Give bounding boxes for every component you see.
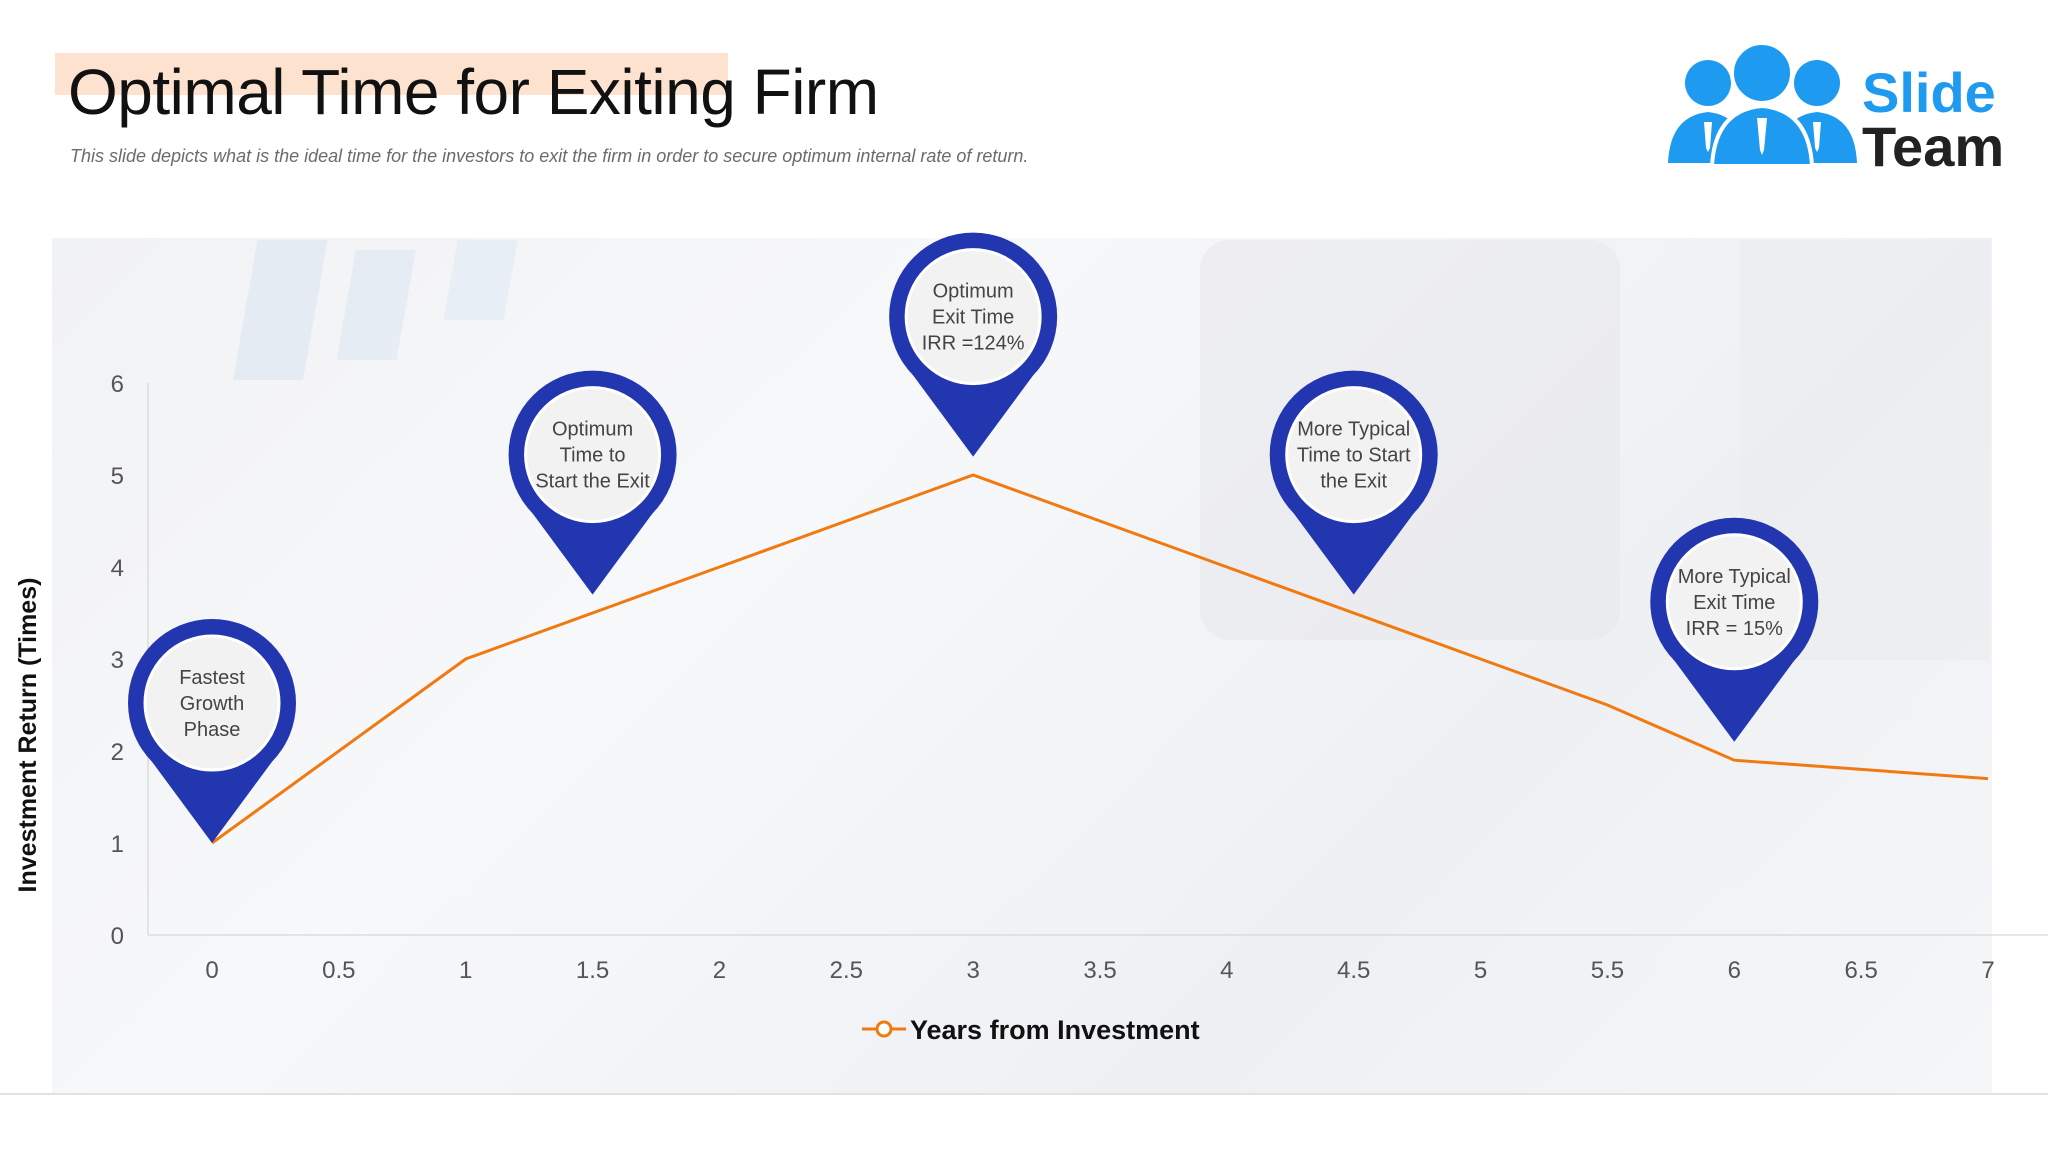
x-tick-label: 4.5 bbox=[1337, 957, 1370, 984]
pin-label: Time to bbox=[560, 445, 626, 467]
pin-label: More Typical bbox=[1678, 566, 1791, 588]
pin-inner-circle bbox=[1285, 386, 1423, 524]
pin-label: Time to Start bbox=[1297, 445, 1411, 467]
x-tick-label: 1 bbox=[459, 957, 472, 984]
x-tick-label: 5.5 bbox=[1591, 957, 1624, 984]
x-tick-labels: 0 0.5 1 1.5 2 2.5 3 3.5 4 4.5 5 5.5 6 6.5 7 bbox=[205, 957, 1994, 984]
pin-inner-circle bbox=[524, 386, 662, 524]
legend-circle-marker bbox=[875, 1020, 893, 1038]
annotation-pins: Fastest Growth Phase Optimum Time to Start th… bbox=[128, 232, 1819, 843]
y-tick-label: 6 bbox=[111, 371, 124, 398]
y-tick-label: 1 bbox=[111, 831, 124, 858]
pin-label: Optimum bbox=[552, 419, 633, 441]
x-tick-label: 6 bbox=[1728, 957, 1741, 984]
annotation-pin: Optimum Time to Start the Exit bbox=[508, 370, 677, 595]
x-tick-label: 4 bbox=[1220, 957, 1233, 984]
y-tick-label: 0 bbox=[111, 923, 124, 950]
page-title: Optimal Time for Exiting Firm bbox=[68, 56, 879, 128]
pin-label: IRR = 15% bbox=[1686, 618, 1783, 640]
annotation-pin: Optimum Exit Time IRR =124% bbox=[889, 232, 1058, 457]
logo-text-slide: Slide bbox=[1862, 61, 1996, 124]
annotation-pin: Fastest Growth Phase bbox=[128, 619, 296, 843]
series-line bbox=[211, 473, 1989, 845]
footer-divider bbox=[0, 1093, 2048, 1095]
x-tick-label: 6.5 bbox=[1844, 957, 1877, 984]
pin-label: Growth bbox=[180, 693, 244, 715]
x-tick-label: 7 bbox=[1981, 957, 1994, 984]
pin-label: Phase bbox=[184, 719, 241, 741]
x-tick-label: 2 bbox=[713, 957, 726, 984]
x-tick-label: 2.5 bbox=[830, 957, 863, 984]
pin-inner-circle bbox=[143, 634, 281, 772]
y-tick-label: 2 bbox=[111, 739, 124, 766]
x-tick-label: 0.5 bbox=[322, 957, 355, 984]
pin-inner-circle bbox=[904, 248, 1042, 386]
pin-label: More Typical bbox=[1297, 419, 1410, 441]
annotation-pin: More Typical Exit Time IRR = 15% bbox=[1650, 517, 1819, 742]
pin-label: Exit Time bbox=[932, 307, 1014, 329]
pin-label: IRR =124% bbox=[922, 333, 1025, 355]
pin-label: Optimum bbox=[933, 281, 1014, 303]
pin-inner-circle bbox=[1665, 533, 1803, 671]
y-axis-label: Investment Return (Times) bbox=[14, 578, 42, 893]
x-tick-label: 3 bbox=[966, 957, 979, 984]
annotation-pin: More Typical Time to Start the Exit bbox=[1269, 370, 1438, 595]
x-tick-label: 1.5 bbox=[576, 957, 609, 984]
title-highlight bbox=[55, 53, 728, 95]
pin-label: Exit Time bbox=[1693, 592, 1775, 614]
team-people-icon: Slide Team bbox=[1668, 41, 2004, 178]
page-subtitle: This slide depicts what is the ideal tim… bbox=[70, 146, 1029, 166]
y-tick-label: 3 bbox=[111, 647, 124, 674]
pin-label: Start the Exit bbox=[535, 471, 650, 493]
legend-label: Years from Investment bbox=[910, 1015, 1200, 1045]
logo-text-team: Team bbox=[1862, 115, 2004, 168]
slideteam-logo: Slide Team bbox=[1660, 28, 2030, 178]
x-tick-label: 3.5 bbox=[1083, 957, 1116, 984]
pin-label: the Exit bbox=[1320, 471, 1387, 493]
y-tick-labels: 0 1 2 3 4 5 6 bbox=[111, 371, 124, 950]
x-tick-label: 5 bbox=[1474, 957, 1487, 984]
y-tick-label: 5 bbox=[111, 463, 124, 490]
x-tick-label: 0 bbox=[205, 957, 218, 984]
pin-label: Fastest bbox=[179, 667, 245, 689]
y-tick-label: 4 bbox=[111, 555, 124, 582]
legend: Years from Investment bbox=[862, 1015, 1200, 1045]
